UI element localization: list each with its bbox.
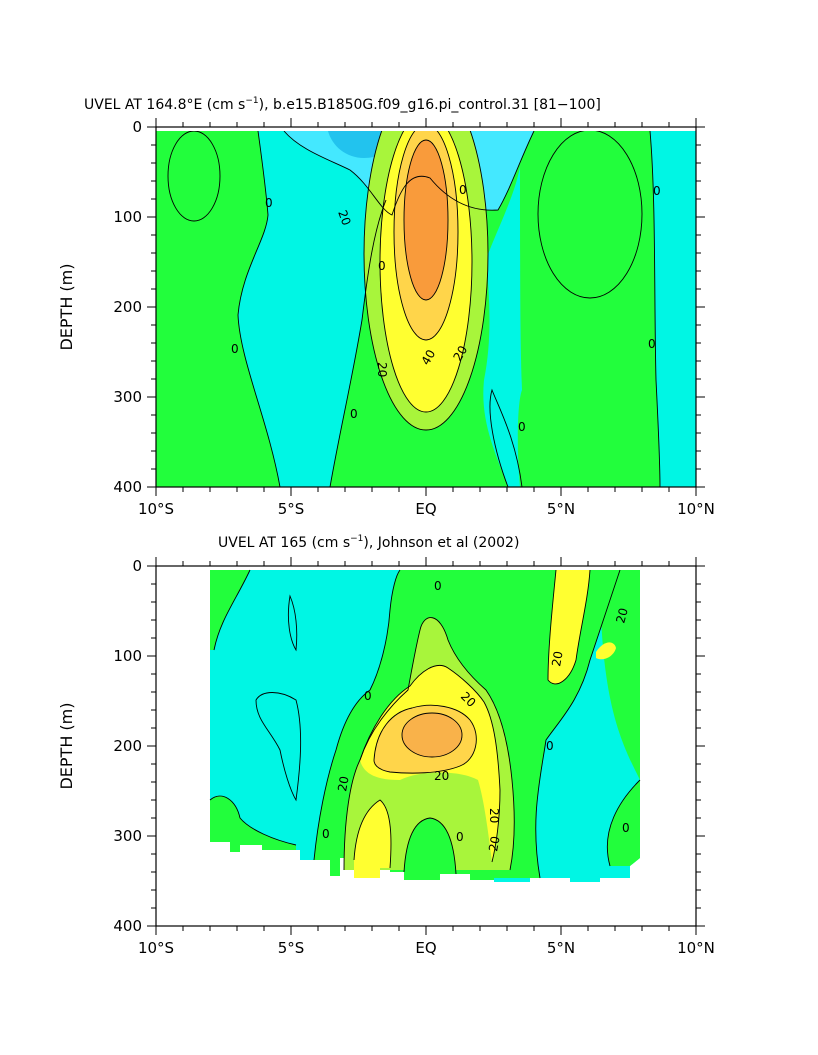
top-contour-surface bbox=[283, 130, 535, 216]
bottom-xtick-label: 10°S bbox=[138, 939, 174, 957]
bottom-fill-lower-green bbox=[404, 818, 456, 880]
bottom-ylabel: DEPTH (m) bbox=[57, 702, 76, 789]
bottom-clabel-8: 0 bbox=[456, 830, 464, 844]
bottom-clabel-2: 0 bbox=[364, 689, 372, 703]
top-contour-west bbox=[237, 130, 281, 487]
bottom-contour-labels: 0 0 20 20 20 20 0 0 0 20 20 20 0 bbox=[322, 579, 631, 853]
bottom-ytick-label: 400 bbox=[113, 917, 142, 935]
top-ytick-label: 200 bbox=[113, 298, 142, 316]
bottom-clabel-12: 20 bbox=[487, 808, 501, 823]
top-panel-title: UVEL AT 164.8°E (cm s−1), b.e15.B1850G.f… bbox=[84, 96, 601, 113]
top-title-sup: −1 bbox=[245, 96, 258, 106]
bottom-clabel-4: 20 bbox=[335, 775, 351, 792]
bottom-panel: UVEL AT 165 (cm s−1), Johnson et al (200… bbox=[57, 534, 715, 957]
top-clabel-5: 0 bbox=[378, 259, 386, 273]
bottom-contour-lower-yellow bbox=[353, 799, 392, 869]
bottom-title-sup: −1 bbox=[350, 534, 363, 544]
top-clabel-6: 0 bbox=[459, 183, 467, 197]
bottom-clabel-11: 20 bbox=[613, 606, 630, 624]
bottom-xtick-label: 5°N bbox=[547, 939, 575, 957]
top-ytick-label: 100 bbox=[113, 208, 142, 226]
bottom-ytick-label: 200 bbox=[113, 737, 142, 755]
top-xtick-label: EQ bbox=[415, 500, 436, 518]
top-xtick-label: 5°S bbox=[278, 500, 305, 518]
top-xtick-label: 10°N bbox=[677, 500, 715, 518]
bottom-clabel-5: 20 bbox=[434, 769, 449, 783]
bottom-clabel-9: 0 bbox=[546, 739, 554, 753]
bottom-xtick-label: 5°S bbox=[278, 939, 305, 957]
bottom-fill-necc bbox=[548, 570, 590, 684]
bottom-ytick-label: 100 bbox=[113, 647, 142, 665]
top-xtick-label: 10°S bbox=[138, 500, 174, 518]
bottom-clabel-10: 20 bbox=[549, 650, 565, 667]
top-clabel-12: 0 bbox=[648, 337, 656, 351]
bottom-contour-east-lower bbox=[606, 779, 641, 867]
bottom-contour-mid-west bbox=[255, 692, 302, 802]
bottom-fill-core bbox=[402, 713, 462, 757]
top-clabel-9: 20 bbox=[450, 343, 470, 363]
top-clabel-8: 40 bbox=[418, 347, 438, 367]
bottom-title-main: UVEL AT 165 (cm s bbox=[218, 535, 350, 551]
bottom-contour-20 bbox=[359, 665, 501, 863]
bottom-contour-necc bbox=[547, 569, 591, 685]
bottom-fill-necc-dot bbox=[596, 642, 616, 660]
bottom-contour-west-deep bbox=[209, 795, 297, 846]
top-contour-euc-10 bbox=[363, 127, 489, 431]
bottom-panel-title: UVEL AT 165 (cm s−1), Johnson et al (200… bbox=[218, 534, 519, 551]
bottom-ytick-label: 300 bbox=[113, 827, 142, 845]
top-xtick-label: 5°N bbox=[547, 500, 575, 518]
top-title-main: UVEL AT 164.8°E (cm s bbox=[84, 97, 245, 113]
top-contour-center-w bbox=[329, 199, 387, 487]
top-contour-labels: 0 20 0 0 0 0 20 40 20 0 0 0 bbox=[231, 183, 661, 434]
bottom-contour-core bbox=[401, 712, 463, 758]
bottom-title-rest: ), Johnson et al (2002) bbox=[363, 535, 519, 551]
top-ytick-label: 400 bbox=[113, 478, 142, 496]
bottom-contour-lower-green bbox=[403, 817, 457, 875]
bottom-fill-west-pos bbox=[210, 570, 250, 650]
top-contour-euc-20 bbox=[379, 127, 473, 413]
top-clabel-1: 0 bbox=[265, 196, 273, 210]
bottom-xtick-label: 10°N bbox=[677, 939, 715, 957]
top-panel: UVEL AT 164.8°E (cm s−1), b.e15.B1850G.f… bbox=[57, 96, 715, 518]
top-clabel-7: 20 bbox=[375, 362, 389, 377]
bottom-contour-east bbox=[535, 569, 621, 879]
top-fill-euc-40 bbox=[404, 140, 448, 300]
bottom-xtick-label: EQ bbox=[415, 939, 436, 957]
top-filled-contours bbox=[156, 127, 696, 487]
top-clabel-2: 20 bbox=[335, 208, 353, 227]
top-ylabel: DEPTH (m) bbox=[57, 263, 76, 350]
bottom-clabel-1: 0 bbox=[434, 579, 442, 593]
bottom-clabel-7: 0 bbox=[322, 827, 330, 841]
bottom-fill-west-deep bbox=[210, 796, 296, 852]
top-fill-west-cell bbox=[168, 131, 220, 221]
top-clabel-3: 0 bbox=[231, 342, 239, 356]
top-title-rest: ), b.e15.B1850G.f09_g16.pi_control.31 [8… bbox=[259, 97, 601, 113]
bottom-contour-west bbox=[213, 569, 251, 651]
bottom-contour-center bbox=[313, 569, 401, 861]
top-contour-euc-30 bbox=[393, 127, 459, 341]
top-clabel-11: 0 bbox=[653, 184, 661, 198]
top-ytick-label: 0 bbox=[132, 118, 142, 136]
bottom-contour-small bbox=[287, 594, 298, 652]
top-fill-west-pos bbox=[156, 131, 280, 487]
bottom-filled-contours bbox=[209, 569, 641, 882]
top-contour-euc-40 bbox=[403, 139, 449, 301]
top-contour-east bbox=[649, 130, 661, 487]
bottom-clabel-13: 0 bbox=[622, 821, 630, 835]
bottom-clabel-6: 20 bbox=[486, 835, 502, 852]
top-clabel-10: 0 bbox=[518, 420, 526, 434]
bottom-contour-30 bbox=[373, 704, 477, 774]
top-fill-east-cell bbox=[538, 130, 642, 298]
top-surface-gap bbox=[156, 127, 696, 131]
top-ytick-label: 300 bbox=[113, 388, 142, 406]
top-clabel-4: 0 bbox=[350, 407, 358, 421]
top-contour-east-small bbox=[489, 388, 523, 487]
bottom-ytick-label: 0 bbox=[132, 557, 142, 575]
